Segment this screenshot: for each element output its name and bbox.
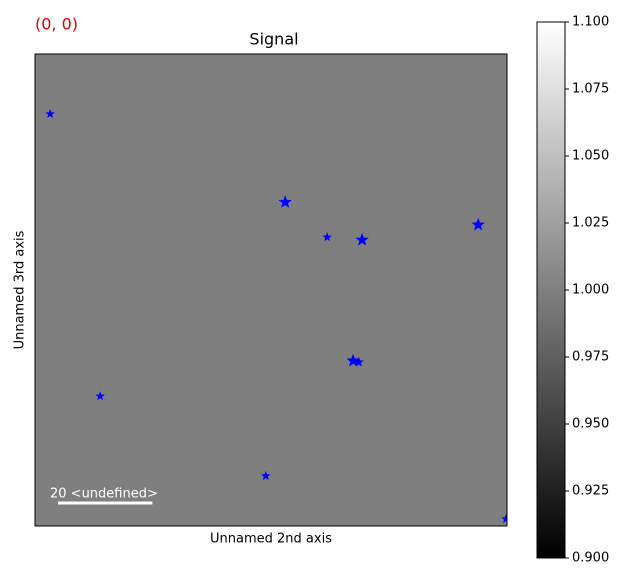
colorbar-tick-label: 1.025 (572, 216, 609, 231)
colorbar-tick-label: 1.075 (572, 82, 609, 97)
star-marker (346, 353, 360, 367)
colorbar-tick-label: 0.900 (572, 551, 609, 566)
star-marker (471, 217, 485, 231)
colorbar-tick-label: 0.975 (572, 350, 609, 365)
corner-label: (0, 0) (35, 15, 78, 34)
star-marker (45, 108, 55, 118)
star-marker (355, 232, 369, 246)
star-marker (95, 391, 105, 401)
colorbar-tick-label: 1.000 (572, 283, 609, 298)
scale-bar-label: 20 <undefined> (50, 487, 158, 502)
colorbar-tick-label: 0.950 (572, 417, 609, 432)
y-axis-label: Unnamed 3rd axis (13, 230, 28, 349)
signal-image (35, 54, 507, 526)
chart-title: Signal (249, 30, 298, 49)
colorbar-tick-label: 1.100 (572, 15, 609, 30)
colorbar (536, 21, 566, 559)
colorbar-tick-label: 0.925 (572, 484, 609, 499)
colorbar-tick-label: 1.050 (572, 149, 609, 164)
star-marker (353, 356, 365, 367)
star-marker (261, 470, 271, 481)
star-marker (322, 232, 332, 242)
star-marker (501, 513, 507, 523)
x-axis-label: Unnamed 2nd axis (210, 532, 332, 547)
image-frame (34, 53, 508, 527)
star-marker (278, 195, 292, 208)
